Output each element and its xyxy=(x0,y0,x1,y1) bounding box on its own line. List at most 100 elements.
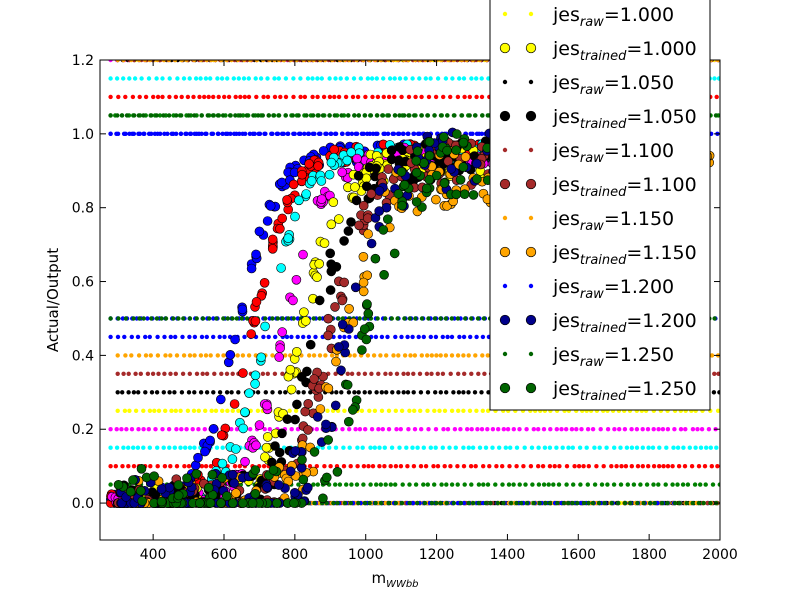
data-point xyxy=(675,445,681,450)
legend-entry: jestrained=1.200 xyxy=(499,310,697,336)
data-point xyxy=(368,113,374,118)
legend-label: jestrained=1.150 xyxy=(552,242,697,268)
data-point xyxy=(399,500,405,506)
data-point xyxy=(651,427,656,432)
legend-label: jestrained=1.200 xyxy=(552,310,697,336)
data-point xyxy=(272,371,278,376)
data-point xyxy=(685,482,691,487)
data-point xyxy=(423,76,428,81)
data-point xyxy=(316,131,322,136)
data-point xyxy=(455,94,461,100)
data-point xyxy=(333,445,339,450)
data-point xyxy=(155,464,160,469)
data-point xyxy=(313,334,318,340)
data-point xyxy=(236,408,241,413)
legend-label-sub: raw xyxy=(580,219,604,234)
data-point xyxy=(147,445,152,450)
data-point xyxy=(702,464,708,469)
data-point xyxy=(133,371,138,376)
data-point xyxy=(230,371,235,376)
data-point xyxy=(298,249,308,260)
data-point xyxy=(555,500,560,506)
data-point xyxy=(678,427,684,432)
data-point xyxy=(274,480,284,490)
data-point xyxy=(623,464,629,469)
data-point xyxy=(474,94,479,100)
legend-label-sub: trained xyxy=(580,49,627,64)
data-point xyxy=(129,334,134,340)
data-point xyxy=(266,334,271,340)
data-point xyxy=(407,500,412,506)
data-point xyxy=(346,147,357,158)
legend-label: jesraw=1.050 xyxy=(552,72,674,98)
data-point xyxy=(419,427,424,432)
data-point xyxy=(476,500,481,506)
data-point xyxy=(181,316,186,321)
data-point xyxy=(342,334,347,340)
data-point xyxy=(447,445,452,450)
data-point xyxy=(360,445,365,450)
data-point xyxy=(131,445,136,450)
data-point xyxy=(412,113,417,118)
data-point xyxy=(332,113,337,118)
data-point xyxy=(233,113,238,118)
data-point xyxy=(467,113,472,118)
data-point xyxy=(260,60,266,63)
data-point xyxy=(192,390,197,395)
legend-label-main: jes xyxy=(552,140,580,162)
data-point xyxy=(162,371,167,376)
data-point xyxy=(145,371,151,376)
data-point xyxy=(179,113,184,118)
data-point xyxy=(217,390,223,395)
data-point xyxy=(276,263,286,273)
data-point xyxy=(397,76,403,81)
data-point xyxy=(560,445,565,450)
data-point xyxy=(194,131,199,136)
data-point xyxy=(352,353,357,358)
data-point xyxy=(529,445,535,450)
data-point xyxy=(333,76,338,81)
data-point xyxy=(715,60,720,63)
data-point xyxy=(385,131,391,136)
data-point xyxy=(251,440,261,451)
data-point xyxy=(129,353,134,358)
data-point xyxy=(672,500,678,506)
data-point xyxy=(460,152,471,162)
data-point xyxy=(302,94,308,100)
data-point xyxy=(194,371,200,376)
data-point xyxy=(438,132,449,142)
data-point xyxy=(456,408,461,413)
data-point xyxy=(369,76,375,81)
data-point xyxy=(199,334,205,340)
data-point xyxy=(592,445,597,450)
data-point xyxy=(130,94,136,100)
data-point xyxy=(596,500,602,506)
data-point xyxy=(485,113,490,118)
data-point xyxy=(326,60,331,63)
legend-label-sub: trained xyxy=(580,185,627,200)
data-point xyxy=(108,334,113,340)
data-point xyxy=(663,482,668,487)
data-point xyxy=(296,113,301,118)
data-point xyxy=(393,408,398,413)
data-point xyxy=(657,464,662,469)
data-point xyxy=(712,76,717,81)
data-point xyxy=(168,353,173,358)
data-point xyxy=(712,316,717,321)
data-point xyxy=(407,482,412,487)
data-point xyxy=(456,390,462,395)
data-point xyxy=(352,113,357,118)
data-point xyxy=(421,183,432,194)
data-point xyxy=(213,408,219,413)
data-point xyxy=(356,371,361,376)
data-point xyxy=(455,316,461,321)
data-point xyxy=(577,445,583,450)
data-point xyxy=(178,408,183,413)
data-point xyxy=(470,445,476,450)
data-point xyxy=(121,76,126,81)
legend-label-main: jes xyxy=(552,378,580,400)
data-point xyxy=(353,131,358,136)
data-point xyxy=(428,445,433,450)
data-point xyxy=(480,408,485,413)
data-point xyxy=(699,427,705,432)
